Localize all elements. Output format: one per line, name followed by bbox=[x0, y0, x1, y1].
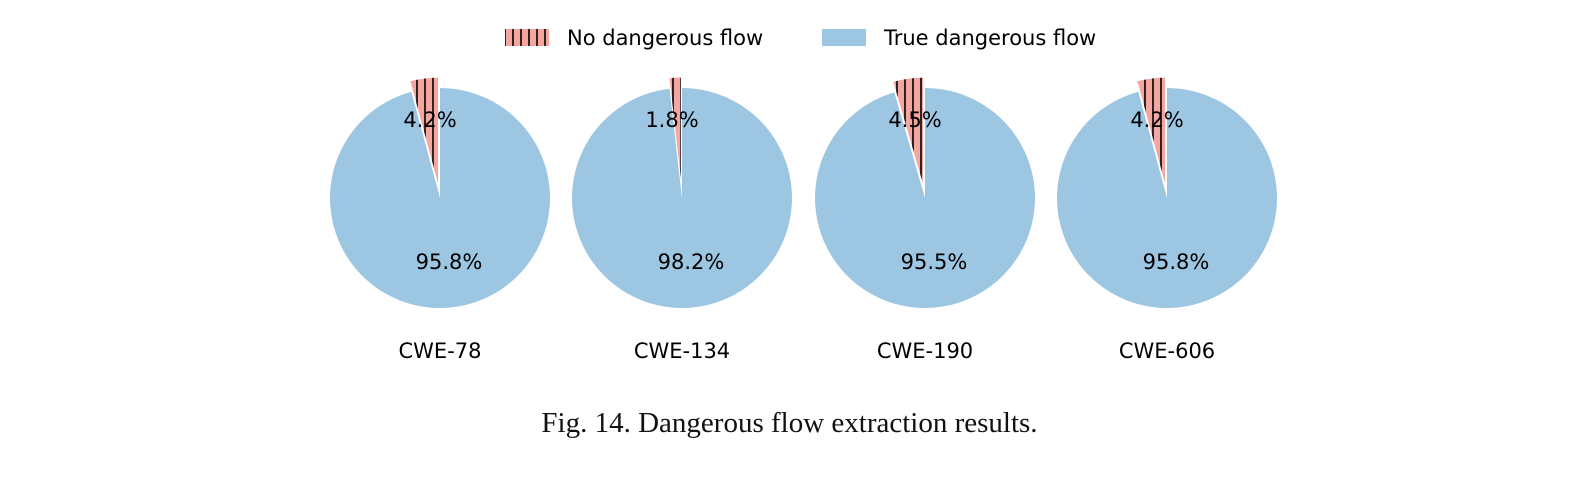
pie-slice-no-dangerous-flow bbox=[1136, 76, 1167, 188]
pie-cwe-606: 4.2% 95.8% CWE-606 bbox=[1056, 76, 1277, 363]
pie-value-label-true-dangerous-flow: 95.5% bbox=[901, 250, 968, 274]
pie-value-label-no-dangerous-flow: 4.2% bbox=[1130, 108, 1183, 132]
pie-value-label-true-dangerous-flow: 95.8% bbox=[1143, 250, 1210, 274]
legend-label-true-dangerous-flow: True dangerous flow bbox=[883, 26, 1096, 50]
pie-slice-true-dangerous-flow bbox=[814, 88, 1035, 308]
legend-swatch-true-dangerous-flow bbox=[822, 29, 866, 46]
pie-slice-true-dangerous-flow bbox=[330, 88, 550, 308]
pie-category-label: CWE-190 bbox=[877, 339, 973, 363]
pie-value-label-no-dangerous-flow: 4.2% bbox=[403, 108, 456, 132]
figure-caption: Fig. 14. Dangerous flow extraction resul… bbox=[541, 407, 1038, 439]
pie-slice-no-dangerous-flow bbox=[409, 76, 440, 188]
pie-value-label-true-dangerous-flow: 98.2% bbox=[658, 250, 725, 274]
pie-slice-no-dangerous-flow bbox=[668, 76, 682, 188]
pie-slice-true-dangerous-flow bbox=[572, 88, 792, 308]
legend-label-no-dangerous-flow: No dangerous flow bbox=[567, 26, 763, 50]
legend: No dangerous flow True dangerous flow bbox=[505, 26, 1096, 50]
pie-slice-true-dangerous-flow bbox=[1056, 88, 1277, 308]
pie-category-label: CWE-78 bbox=[399, 339, 482, 363]
pie-cwe-134: 1.8% 98.2% CWE-134 bbox=[572, 76, 792, 363]
pie-value-label-no-dangerous-flow: 4.5% bbox=[888, 108, 941, 132]
pie-category-label: CWE-134 bbox=[634, 339, 730, 363]
pie-value-label-no-dangerous-flow: 1.8% bbox=[645, 108, 698, 132]
pies-group: 4.2% 95.8% CWE-78 1.8% 98.2% CWE-134 4.5% 95.5%… bbox=[330, 76, 1277, 363]
pie-cwe-190: 4.5% 95.5% CWE-190 bbox=[814, 76, 1035, 363]
pie-cwe-78: 4.2% 95.8% CWE-78 bbox=[330, 76, 550, 363]
pie-slice-no-dangerous-flow bbox=[892, 76, 924, 188]
legend-swatch-no-dangerous-flow bbox=[505, 29, 549, 46]
pie-value-label-true-dangerous-flow: 95.8% bbox=[416, 250, 483, 274]
pie-category-label: CWE-606 bbox=[1119, 339, 1215, 363]
